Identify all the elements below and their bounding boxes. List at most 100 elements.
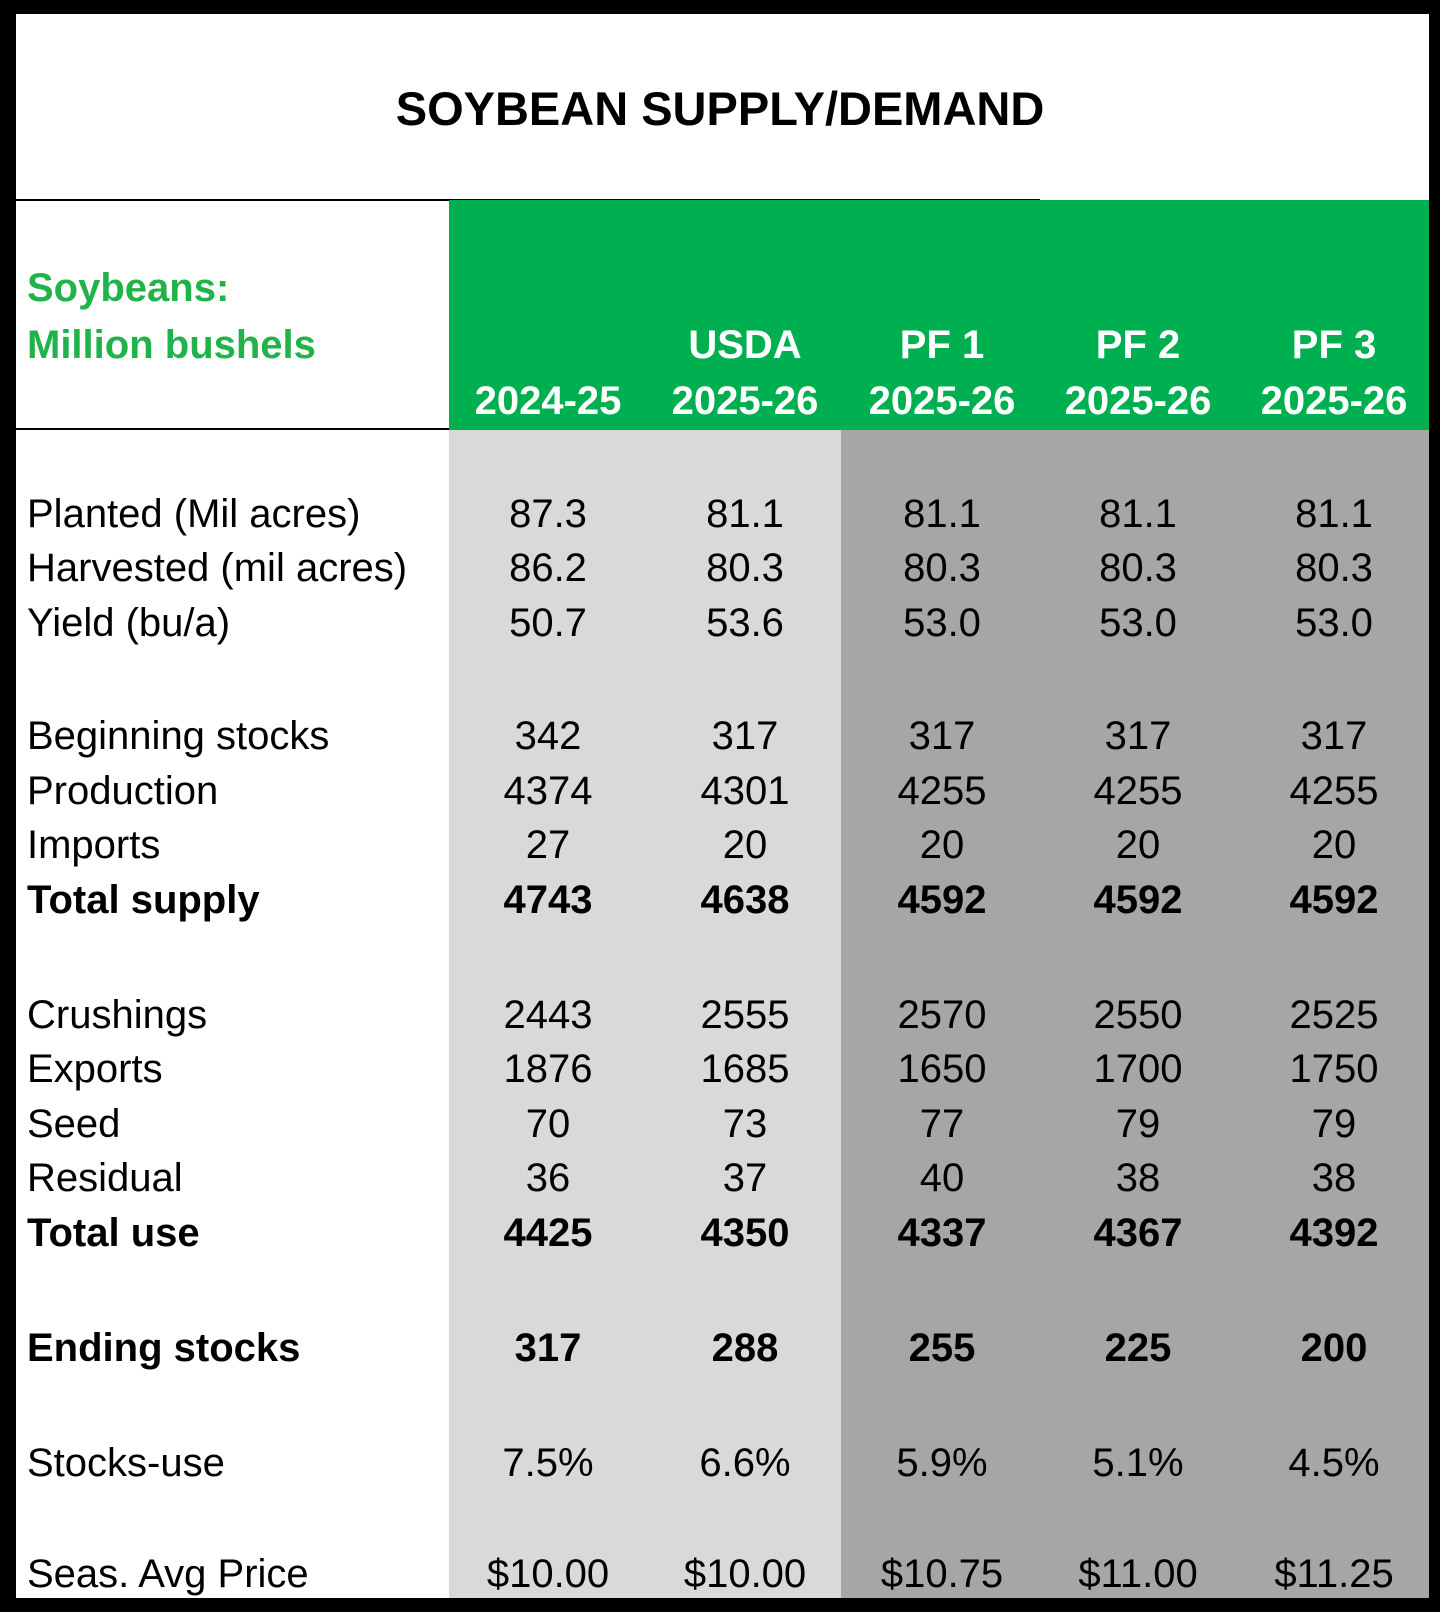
cell-value: 317 bbox=[514, 1326, 582, 1370]
cell-value: 73 bbox=[722, 1102, 768, 1146]
column-bottom: 2025-26 bbox=[868, 379, 1016, 423]
cell-value: 317 bbox=[1104, 714, 1172, 758]
cell-value: 50.7 bbox=[509, 601, 587, 645]
cell-value: 317 bbox=[711, 714, 779, 758]
row-label: Yield (bu/a) bbox=[27, 601, 231, 645]
row-label: Stocks-use bbox=[27, 1441, 225, 1485]
light-columns bbox=[449, 430, 841, 1598]
cell-value: $11.00 bbox=[1078, 1552, 1198, 1596]
cell-value: 53.0 bbox=[903, 601, 981, 645]
cell-value: $11.25 bbox=[1274, 1552, 1394, 1596]
cell-value: 255 bbox=[908, 1326, 976, 1370]
row-label: Total supply bbox=[27, 878, 260, 922]
cell-value: 53.0 bbox=[1099, 601, 1177, 645]
header-label: Soybeans: bbox=[27, 266, 230, 310]
cell-value: 1685 bbox=[700, 1047, 790, 1091]
cell-value: 4255 bbox=[1093, 769, 1183, 813]
cell-value: 20 bbox=[722, 823, 768, 867]
cell-value: $10.00 bbox=[486, 1552, 610, 1596]
cell-value: 77 bbox=[919, 1102, 965, 1146]
cell-value: 2443 bbox=[503, 993, 593, 1037]
cell-value: 4367 bbox=[1093, 1211, 1183, 1255]
cell-value: 36 bbox=[525, 1156, 571, 1200]
cell-value: 4638 bbox=[700, 878, 790, 922]
row-label: Residual bbox=[27, 1156, 183, 1200]
row-label: Seed bbox=[27, 1102, 121, 1146]
cell-value: 81.1 bbox=[1099, 492, 1177, 536]
cell-value: 4255 bbox=[897, 769, 987, 813]
column-bottom: 2025-26 bbox=[1260, 379, 1408, 423]
cell-value: 4425 bbox=[503, 1211, 593, 1255]
row-label: Production bbox=[27, 769, 219, 813]
column-top: USDA bbox=[688, 323, 802, 367]
cell-value: 4592 bbox=[897, 878, 987, 922]
column-bottom: 2025-26 bbox=[1064, 379, 1212, 423]
column-top: PF 3 bbox=[1291, 323, 1377, 367]
cell-value: 200 bbox=[1300, 1326, 1368, 1370]
cell-value: 53.6 bbox=[706, 601, 784, 645]
row-label: Imports bbox=[27, 823, 161, 867]
column-top: PF 2 bbox=[1095, 323, 1181, 367]
header-green bbox=[449, 200, 1429, 430]
cell-value: 27 bbox=[525, 823, 571, 867]
cell-value: 53.0 bbox=[1295, 601, 1373, 645]
cell-value: 80.3 bbox=[903, 546, 981, 590]
cell-value: 317 bbox=[1300, 714, 1368, 758]
cell-value: 7.5% bbox=[502, 1441, 594, 1485]
cell-value: 20 bbox=[1115, 823, 1161, 867]
cell-value: 4337 bbox=[897, 1211, 987, 1255]
cell-value: 342 bbox=[514, 714, 582, 758]
cell-value: 317 bbox=[908, 714, 976, 758]
title: SOYBEAN SUPPLY/DEMAND bbox=[395, 82, 1045, 135]
cell-value: 70 bbox=[525, 1102, 571, 1146]
cell-value: 79 bbox=[1311, 1102, 1357, 1146]
cell-value: 2525 bbox=[1289, 993, 1379, 1037]
header-label: Million bushels bbox=[27, 323, 316, 367]
row-label: Seas. Avg Price bbox=[27, 1552, 309, 1596]
column-bottom: 2025-26 bbox=[671, 379, 819, 423]
row-label: Ending stocks bbox=[27, 1326, 301, 1370]
dark-columns bbox=[841, 430, 1429, 1598]
cell-value: 288 bbox=[711, 1326, 779, 1370]
cell-value: 5.1% bbox=[1092, 1441, 1184, 1485]
cell-value: 80.3 bbox=[1295, 546, 1373, 590]
cell-value: $10.75 bbox=[880, 1552, 1004, 1596]
cell-value: 4374 bbox=[503, 769, 593, 813]
cell-value: 81.1 bbox=[706, 492, 784, 536]
cell-value: 225 bbox=[1104, 1326, 1172, 1370]
cell-value: 38 bbox=[1115, 1156, 1161, 1200]
row-label: Total use bbox=[27, 1211, 200, 1255]
cell-value: 40 bbox=[919, 1156, 965, 1200]
row-label: Crushings bbox=[27, 993, 208, 1037]
column-bottom: 2024-25 bbox=[474, 379, 622, 423]
row-label: Planted (Mil acres) bbox=[27, 492, 361, 536]
cell-value: 38 bbox=[1311, 1156, 1357, 1200]
cell-value: 1650 bbox=[897, 1047, 987, 1091]
cell-value: 4301 bbox=[700, 769, 790, 813]
cell-value: 37 bbox=[722, 1156, 768, 1200]
cell-value: 79 bbox=[1115, 1102, 1161, 1146]
cell-value: 4743 bbox=[503, 878, 593, 922]
row-label: Beginning stocks bbox=[27, 714, 330, 758]
cell-value: 1876 bbox=[503, 1047, 593, 1091]
cell-value: 4.5% bbox=[1288, 1441, 1380, 1485]
cell-value: 87.3 bbox=[509, 492, 587, 536]
column-top: PF 1 bbox=[899, 323, 985, 367]
cell-value: 4255 bbox=[1289, 769, 1379, 813]
cell-value: 6.6% bbox=[699, 1441, 791, 1485]
cell-value: 80.3 bbox=[1099, 546, 1177, 590]
cell-value: 4350 bbox=[700, 1211, 790, 1255]
cell-value: 4592 bbox=[1289, 878, 1379, 922]
cell-value: 2555 bbox=[700, 993, 790, 1037]
header-rule bbox=[16, 428, 449, 430]
cell-value: 2570 bbox=[897, 993, 987, 1037]
cell-value: 80.3 bbox=[706, 546, 784, 590]
cell-value: 86.2 bbox=[509, 546, 587, 590]
row-label: Exports bbox=[27, 1047, 163, 1091]
cell-value: 81.1 bbox=[903, 492, 981, 536]
cell-value: 2550 bbox=[1093, 993, 1183, 1037]
cell-value: 1750 bbox=[1289, 1047, 1379, 1091]
cell-value: 4592 bbox=[1093, 878, 1183, 922]
row-label: Harvested (mil acres) bbox=[27, 546, 408, 590]
